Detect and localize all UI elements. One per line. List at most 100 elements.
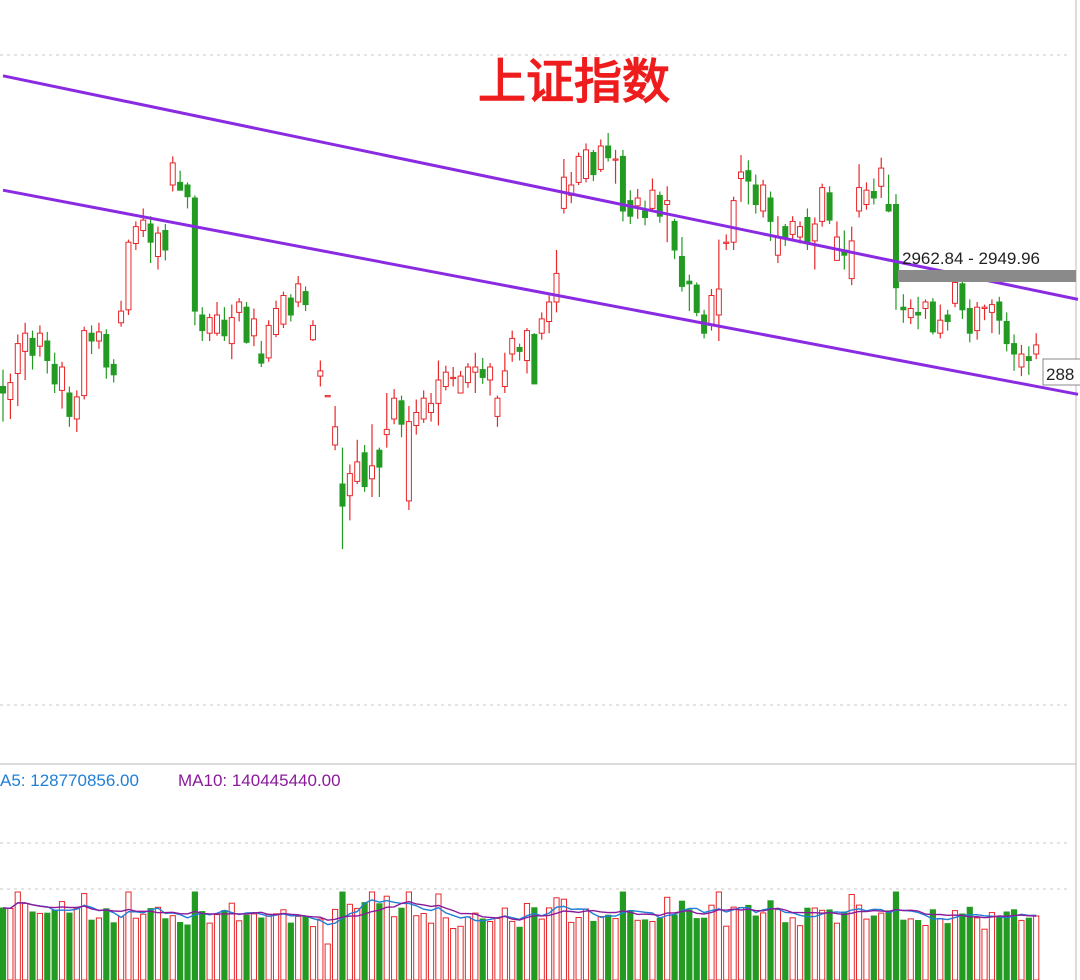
volume-bar — [442, 917, 449, 980]
candle-body — [125, 241, 132, 311]
channel-upper-line — [2, 74, 1079, 301]
volume-bar — [553, 897, 560, 980]
candle-body — [221, 319, 228, 337]
volume-bar — [723, 925, 730, 980]
volume-bar — [509, 920, 516, 980]
volume-bar — [612, 918, 619, 980]
volume-bar — [826, 909, 833, 980]
volume-bar — [523, 903, 531, 980]
candle-body — [774, 236, 781, 256]
candle-body — [693, 284, 700, 313]
candle-body — [464, 366, 471, 384]
volume-bar — [597, 916, 604, 980]
volume-bar — [147, 908, 154, 980]
candle-body — [1003, 321, 1010, 345]
candle-body — [974, 306, 981, 332]
volume-bar — [413, 915, 420, 980]
volume-bar — [457, 925, 464, 980]
volume-bar — [1033, 915, 1040, 980]
candle-body — [553, 272, 560, 303]
candle-body — [642, 210, 649, 218]
candle-body — [88, 332, 95, 342]
volume-bar — [568, 921, 575, 980]
candle-body — [590, 152, 597, 176]
candle-body — [199, 314, 206, 332]
candlestick-series — [0, 133, 1040, 549]
candle-body — [265, 324, 272, 359]
volume-bar — [590, 920, 597, 980]
candle-body — [900, 306, 907, 311]
volume-bar — [184, 924, 191, 980]
volume-bar — [819, 909, 826, 980]
volume-bar — [686, 909, 693, 980]
volume-bar — [649, 921, 656, 980]
range-label: 2962.84 - 2949.96 — [902, 249, 1040, 268]
volume-bar — [981, 928, 988, 980]
candle-body — [745, 170, 752, 182]
volume-grid — [0, 842, 1070, 890]
candle-body — [848, 240, 855, 280]
volume-bar — [701, 917, 708, 980]
candle-body — [73, 396, 80, 420]
volume-bar — [501, 907, 508, 980]
candle-body — [649, 189, 656, 209]
volume-bar — [1010, 909, 1018, 980]
candle-body — [391, 397, 398, 420]
volume-bar — [14, 891, 21, 980]
volume-bar — [516, 926, 523, 980]
candle-body — [789, 220, 796, 235]
candle-body — [686, 280, 693, 285]
volume-bar — [760, 912, 767, 980]
volume-bar — [900, 919, 907, 980]
candle-body — [797, 226, 804, 238]
volume-bar — [228, 902, 235, 980]
volume-bar — [398, 907, 405, 980]
volume-bar — [664, 896, 671, 980]
volume-bar — [745, 904, 752, 980]
volume-bar — [464, 916, 472, 980]
volume-bar — [678, 900, 686, 980]
volume-bar — [250, 913, 258, 980]
candle-body — [361, 452, 368, 488]
volume-series — [0, 891, 1040, 980]
volume-bar — [885, 910, 892, 980]
volume-bar — [634, 919, 641, 980]
volume-bar — [708, 904, 715, 980]
candle-body — [811, 223, 818, 242]
volume-bar — [988, 912, 996, 980]
candle-body — [435, 379, 442, 404]
candle-body — [738, 171, 744, 179]
volume-bar — [715, 891, 722, 980]
volume-bar — [538, 918, 545, 980]
volume-bar — [863, 918, 870, 980]
volume-bar — [841, 911, 848, 980]
candle-body — [309, 324, 316, 341]
candle-body — [81, 330, 88, 397]
volume-bar — [531, 907, 538, 980]
volume-bar — [804, 907, 811, 980]
volume-bar — [479, 918, 486, 980]
candle-body — [405, 421, 412, 502]
volume-bar — [789, 917, 796, 980]
volume-bar — [855, 904, 863, 980]
candle-body — [878, 167, 885, 187]
candle-body — [44, 340, 51, 361]
candle-body — [442, 371, 449, 388]
volume-bar — [605, 914, 612, 980]
volume-bar — [169, 915, 176, 980]
candle-body — [118, 310, 125, 324]
candle-body — [154, 232, 161, 258]
candle-body — [29, 337, 36, 356]
candle-body — [501, 370, 508, 387]
volume-bar — [929, 909, 936, 980]
candle-body — [287, 297, 294, 316]
candle-body — [324, 395, 331, 398]
volume-bar — [0, 907, 7, 980]
candle-body — [332, 426, 339, 446]
candle-body — [1025, 356, 1032, 362]
candle-body — [110, 363, 117, 376]
volume-bar — [51, 909, 58, 980]
volume-bar — [191, 891, 198, 980]
candle-body — [671, 220, 678, 251]
candle-body — [51, 363, 58, 385]
